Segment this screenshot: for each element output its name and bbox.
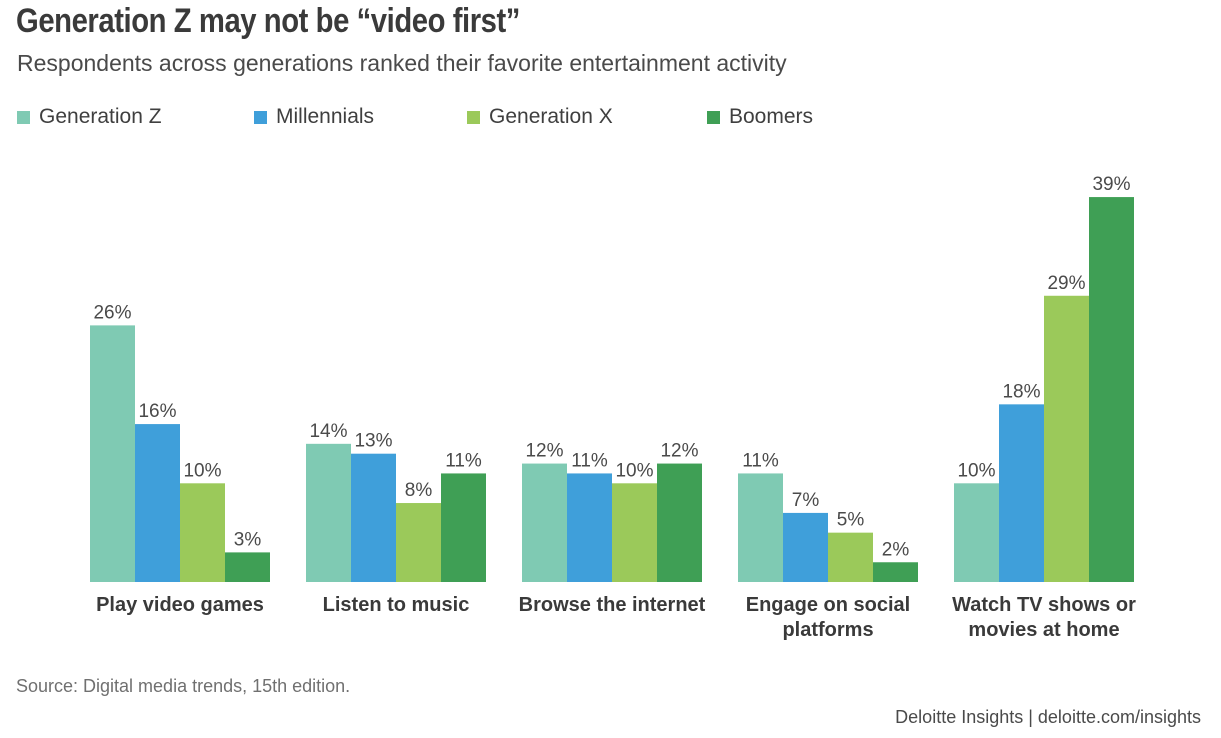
- source-note: Source: Digital media trends, 15th editi…: [16, 676, 351, 696]
- bar-generation-x-browse-the-internet: [612, 483, 657, 582]
- bar-millennials-play-video-games: [135, 424, 180, 582]
- data-label: 10%: [615, 460, 653, 481]
- bar-generation-x-watch-tv-shows-or-movies-at-home: [1044, 295, 1089, 582]
- data-label: 16%: [138, 401, 176, 422]
- legend-item-boomers: Boomers: [707, 105, 813, 129]
- bar-generation-x-play-video-games: [180, 483, 225, 582]
- bar-generation-x-engage-on-social-platforms: [828, 532, 873, 582]
- legend-label: Generation X: [489, 105, 613, 128]
- legend-swatch: [17, 110, 30, 124]
- data-label: 2%: [882, 539, 910, 560]
- bar-millennials-engage-on-social-platforms: [783, 512, 828, 582]
- data-label: 14%: [309, 421, 347, 442]
- bar-generation-x-listen-to-music: [396, 503, 441, 582]
- data-label: 26%: [93, 302, 131, 323]
- category-label: movies at home: [968, 619, 1119, 641]
- data-label: 11%: [742, 450, 779, 471]
- data-label: 18%: [1002, 381, 1040, 402]
- bar-boomers-listen-to-music: [441, 473, 486, 582]
- data-label: 11%: [571, 450, 608, 471]
- data-label: 10%: [183, 460, 221, 481]
- bar-boomers-watch-tv-shows-or-movies-at-home: [1089, 197, 1134, 582]
- category-label: platforms: [782, 619, 873, 641]
- data-label: 7%: [792, 490, 820, 511]
- data-label: 3%: [234, 529, 262, 550]
- legend-swatch: [707, 110, 720, 124]
- chart-title: Generation Z may not be “video first”: [16, 2, 521, 40]
- credit-line: Deloitte Insights | deloitte.com/insight…: [895, 707, 1201, 727]
- data-label: 12%: [525, 441, 563, 462]
- legend-item-generation-z: Generation Z: [17, 105, 162, 129]
- category-label: Engage on social: [746, 594, 910, 616]
- bar-generation-z-listen-to-music: [306, 443, 351, 582]
- bar-millennials-listen-to-music: [351, 453, 396, 582]
- data-label: 11%: [445, 450, 482, 471]
- legend-swatch: [254, 110, 267, 124]
- category-label: Play video games: [96, 594, 264, 616]
- data-label: 5%: [837, 510, 865, 531]
- bar-millennials-browse-the-internet: [567, 473, 612, 582]
- legend-item-generation-x: Generation X: [467, 105, 613, 129]
- bar-generation-z-watch-tv-shows-or-movies-at-home: [954, 483, 999, 582]
- data-label: 39%: [1092, 174, 1130, 195]
- chart-subtitle: Respondents across generations ranked th…: [17, 50, 787, 76]
- data-label: 29%: [1047, 273, 1085, 294]
- legend: Generation Z Millennials Generation X Bo…: [17, 105, 1017, 131]
- bar-generation-z-play-video-games: [90, 325, 135, 582]
- bar-generation-z-engage-on-social-platforms: [738, 473, 783, 582]
- category-label: Browse the internet: [519, 594, 706, 616]
- legend-label: Millennials: [276, 105, 375, 128]
- bar-boomers-play-video-games: [225, 552, 270, 582]
- legend-label: Boomers: [729, 105, 814, 128]
- data-label: 12%: [660, 441, 698, 462]
- legend-item-millennials: Millennials: [254, 105, 374, 129]
- legend-label: Generation Z: [39, 105, 162, 128]
- legend-swatch: [467, 110, 480, 124]
- category-label: Watch TV shows or: [952, 594, 1136, 616]
- bar-millennials-watch-tv-shows-or-movies-at-home: [999, 404, 1044, 582]
- bar-boomers-engage-on-social-platforms: [873, 562, 918, 582]
- data-label: 8%: [405, 480, 433, 501]
- bar-boomers-browse-the-internet: [657, 463, 702, 582]
- bar-generation-z-browse-the-internet: [522, 463, 567, 582]
- data-label: 13%: [354, 431, 392, 452]
- data-label: 10%: [957, 460, 995, 481]
- category-label: Listen to music: [323, 594, 470, 616]
